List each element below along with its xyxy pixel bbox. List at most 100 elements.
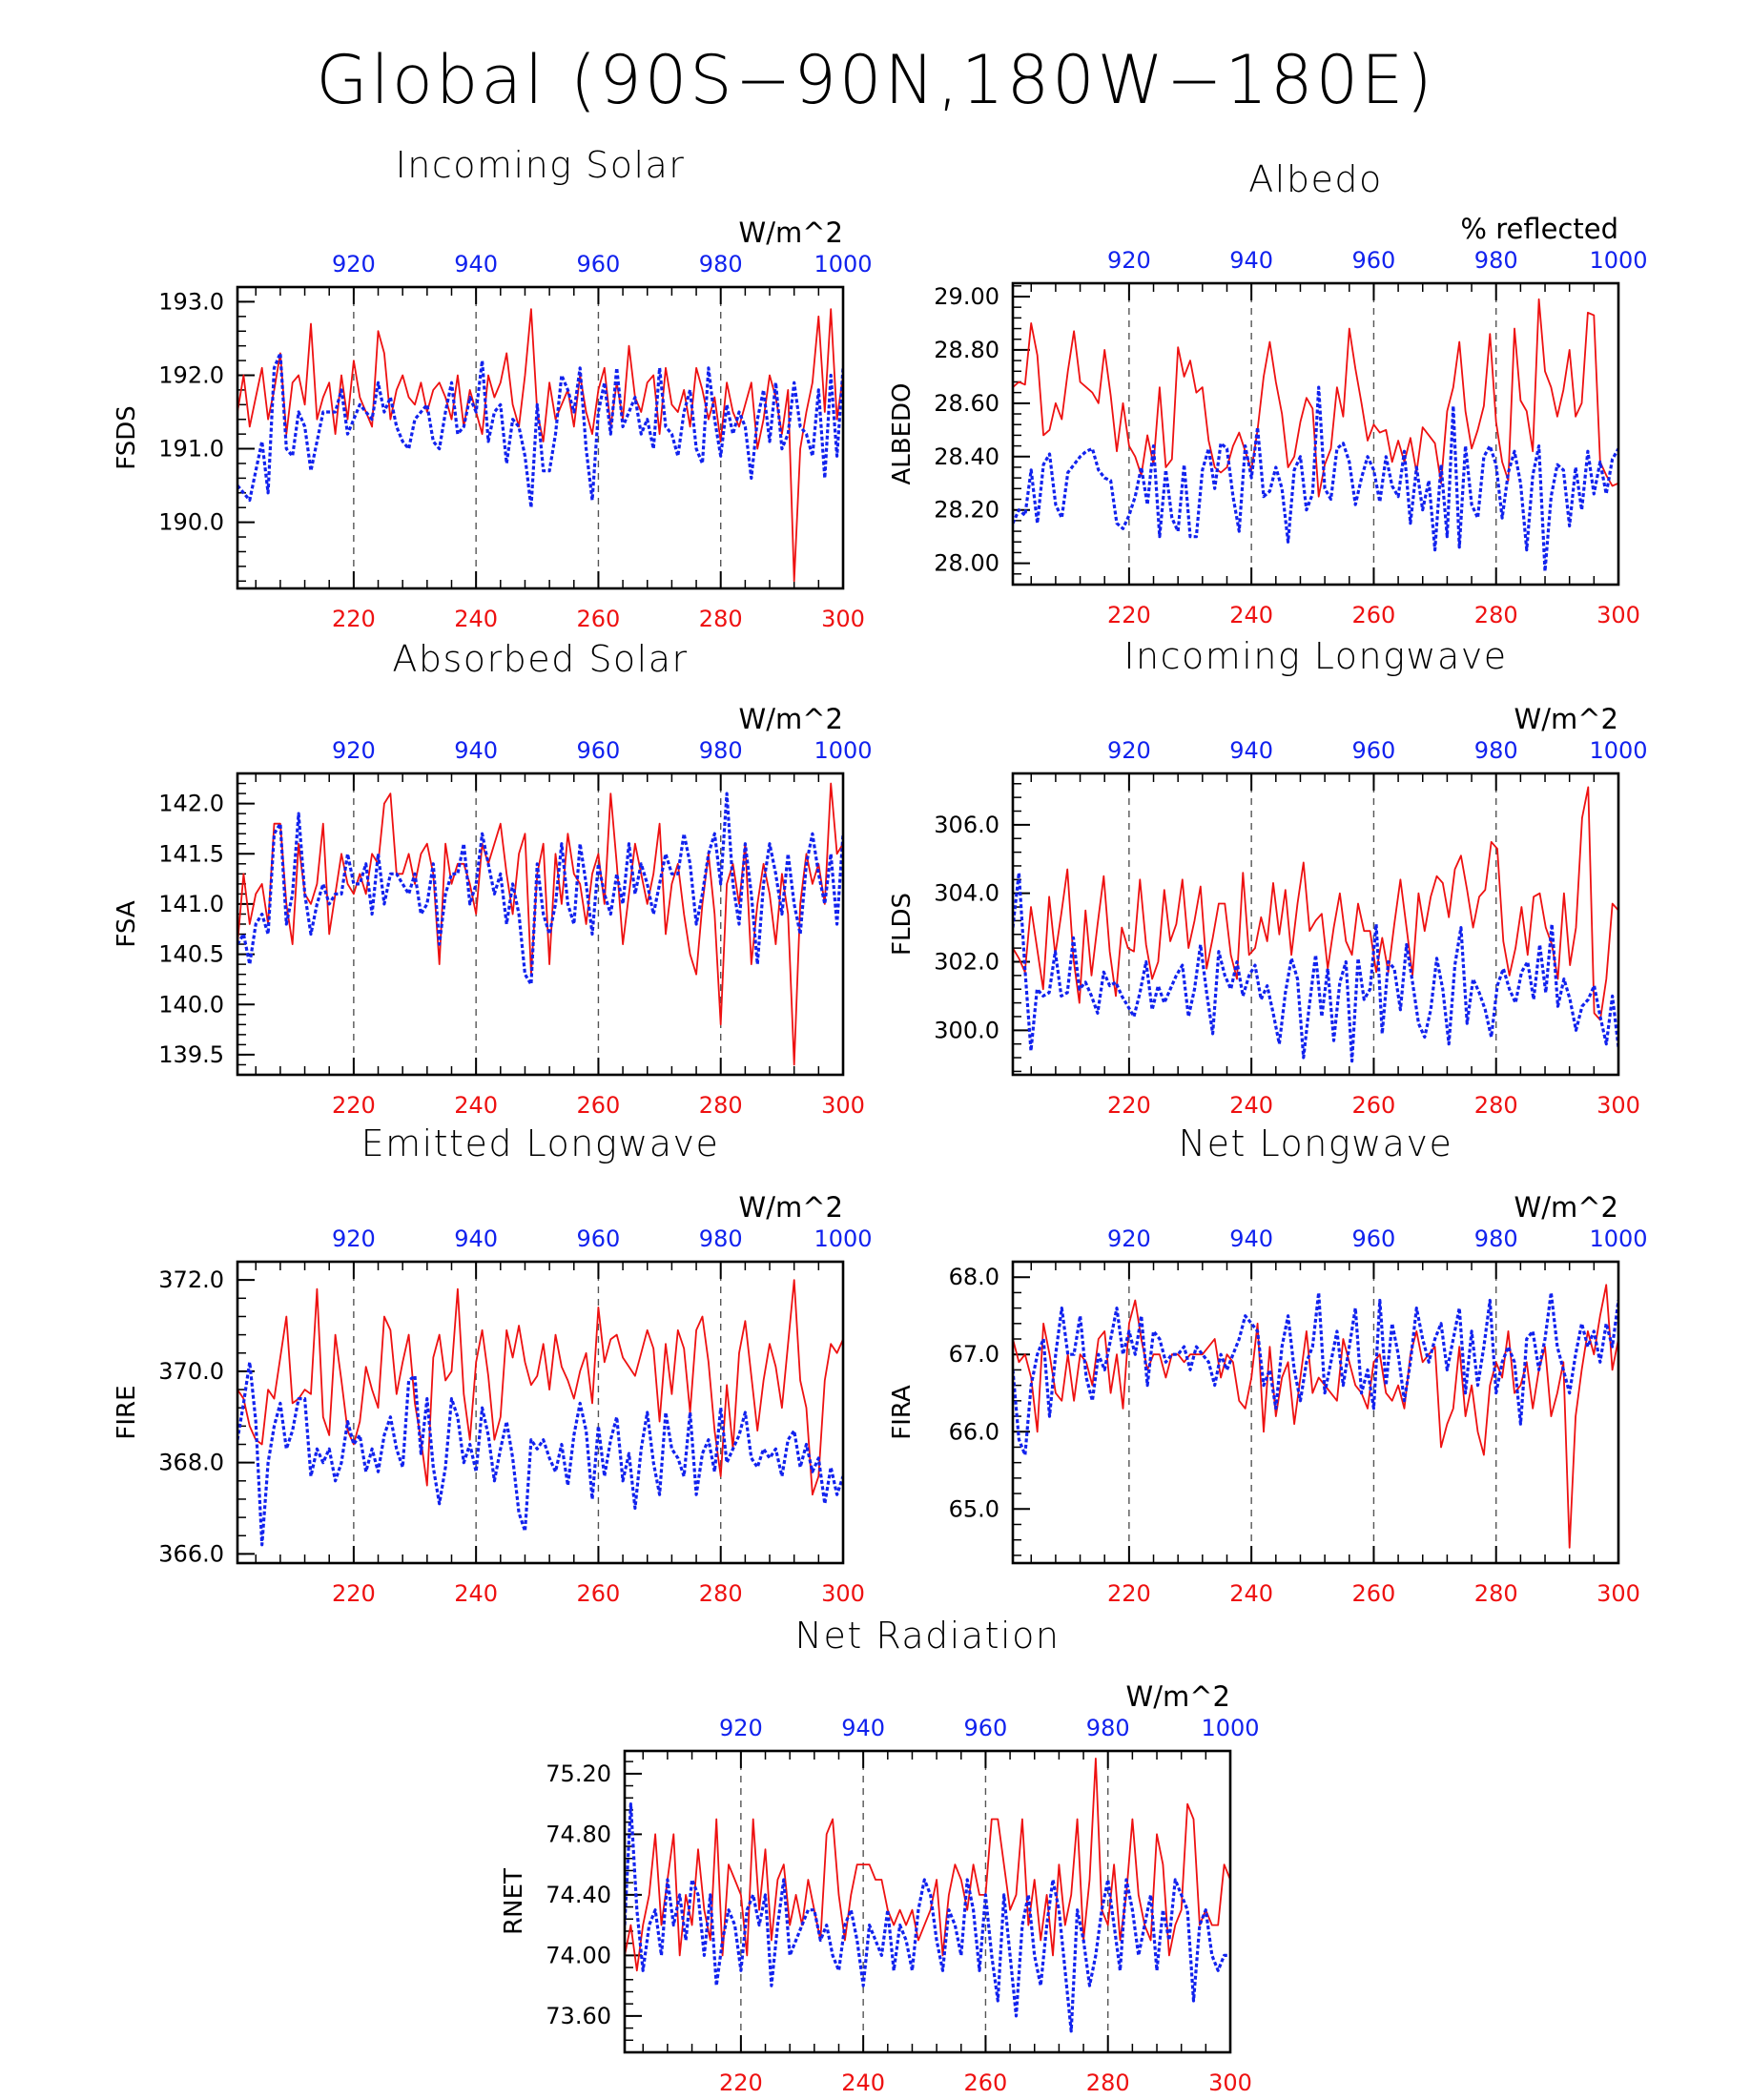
x-top-tick-label: 920	[332, 251, 376, 278]
x-top-tick-label: 980	[1474, 737, 1518, 764]
x-top-tick-label: 960	[1352, 1225, 1396, 1252]
x-top-tick-label: 1000	[1201, 1715, 1259, 1741]
x-bottom-tick-label: 300	[821, 1580, 865, 1607]
series-line-blue	[237, 351, 843, 509]
units-label: W/m^2	[739, 216, 843, 249]
x-bottom-tick-label: 240	[454, 606, 498, 632]
x-bottom-tick-label: 300	[1208, 2069, 1252, 2096]
x-bottom-tick-label: 220	[1107, 1092, 1151, 1119]
x-bottom-tick-label: 220	[332, 1092, 376, 1119]
plot-frame	[623, 1749, 1232, 2054]
x-bottom-tick-label: 240	[1229, 602, 1273, 628]
x-bottom-tick-label: 280	[1086, 2069, 1130, 2096]
y-tick-label: 28.40	[934, 443, 999, 470]
x-top-tick-label: 980	[1474, 1225, 1518, 1252]
x-bottom-tick-label: 280	[699, 606, 743, 632]
x-top-tick-label: 940	[1229, 1225, 1273, 1252]
plot-frame	[236, 772, 845, 1077]
y-tick-label: 366.0	[158, 1540, 224, 1567]
x-top-tick-label: 920	[1107, 737, 1151, 764]
y-tick-label: 140.5	[158, 941, 224, 968]
x-top-tick-label: 960	[577, 1225, 621, 1252]
x-top-tick-label: 1000	[1589, 737, 1647, 764]
x-top-tick-label: 980	[1086, 1715, 1130, 1741]
y-tick-label: 66.0	[949, 1418, 999, 1445]
plot-frame	[236, 285, 845, 590]
x-top-tick-label: 920	[719, 1715, 763, 1741]
chart-panel-fsa: Absorbed Solar W/m^2 220 240 260 280 300 920 940…	[113, 638, 873, 1119]
x-top-tick-label: 960	[577, 251, 621, 278]
x-bottom-tick-label: 220	[1107, 1580, 1151, 1607]
y-tick-label: 67.0	[949, 1341, 999, 1368]
y-tick-label: 28.80	[934, 337, 999, 363]
series-line-red	[1013, 786, 1618, 1021]
series-line-blue	[237, 1360, 843, 1547]
y-axis-label: FIRE	[113, 1385, 141, 1439]
y-axis-label: ALBEDO	[888, 382, 917, 484]
y-tick-label: 28.60	[934, 390, 999, 417]
x-bottom-tick-label: 260	[1352, 1580, 1396, 1607]
y-tick-label: 74.40	[546, 1882, 611, 1908]
plot-frame	[1011, 1260, 1620, 1565]
x-bottom-tick-label: 220	[1107, 602, 1151, 628]
x-top-tick-label: 1000	[814, 1225, 872, 1252]
y-tick-label: 28.00	[934, 550, 999, 577]
x-bottom-tick-label: 240	[1229, 1580, 1273, 1607]
x-top-tick-label: 960	[1352, 737, 1396, 764]
x-bottom-tick-label: 260	[1352, 1092, 1396, 1119]
x-bottom-tick-label: 260	[1352, 602, 1396, 628]
series-line-red	[237, 782, 843, 1066]
x-bottom-tick-label: 300	[1596, 1092, 1640, 1119]
y-tick-label: 68.0	[949, 1264, 999, 1290]
x-top-tick-label: 920	[1107, 247, 1151, 274]
panel-title: Albedo	[1248, 158, 1382, 200]
series-line-red	[1013, 1284, 1618, 1549]
units-label: % reflected	[1460, 213, 1618, 245]
series-line-blue	[1013, 871, 1618, 1063]
chart-panel-fira: Net Longwave W/m^2 220 240 260 280 300 920 940 96…	[888, 1122, 1648, 1607]
y-tick-label: 75.20	[546, 1760, 611, 1787]
x-top-tick-label: 980	[1474, 247, 1518, 274]
y-axis-label: FSA	[113, 900, 141, 947]
panel-title: Net Radiation	[795, 1615, 1061, 1657]
x-top-tick-label: 980	[699, 251, 743, 278]
x-top-tick-label: 980	[699, 1225, 743, 1252]
x-top-tick-label: 920	[332, 737, 376, 764]
y-axis-label: FLDS	[888, 893, 917, 956]
units-label: W/m^2	[1126, 1680, 1230, 1713]
x-bottom-tick-label: 260	[577, 1580, 621, 1607]
x-bottom-tick-label: 260	[577, 1092, 621, 1119]
x-top-tick-label: 960	[1352, 247, 1396, 274]
x-bottom-tick-label: 280	[1474, 602, 1518, 628]
y-tick-label: 74.80	[546, 1821, 611, 1847]
y-tick-label: 370.0	[158, 1358, 224, 1385]
x-top-tick-label: 920	[332, 1225, 376, 1252]
y-tick-label: 193.0	[158, 288, 224, 315]
chart-panel-rnet: Net Radiation W/m^2 220 240 260 280 300 920 940 9…	[500, 1615, 1260, 2096]
x-bottom-tick-label: 300	[1596, 1580, 1640, 1607]
x-top-tick-label: 940	[454, 1225, 498, 1252]
x-top-tick-label: 1000	[1589, 247, 1647, 274]
figure-title: Global (90S−90N,180W−180E)	[316, 41, 1434, 119]
y-tick-label: 300.0	[934, 1017, 999, 1043]
chart-panel-albedo: Albedo % reflected 220 240 260 280 300 920 940 96…	[888, 158, 1648, 628]
y-tick-label: 142.0	[158, 791, 224, 817]
x-bottom-tick-label: 280	[699, 1580, 743, 1607]
y-tick-label: 139.5	[158, 1041, 224, 1068]
y-tick-label: 304.0	[934, 880, 999, 907]
plot-frame	[1011, 772, 1620, 1077]
y-tick-label: 306.0	[934, 812, 999, 838]
chart-panel-fire: Emitted Longwave W/m^2 220 240 260 280 300 920 9…	[113, 1122, 873, 1607]
x-bottom-tick-label: 300	[821, 606, 865, 632]
series-line-red	[625, 1758, 1230, 1972]
x-top-tick-label: 940	[1229, 737, 1273, 764]
x-top-tick-label: 1000	[814, 737, 872, 764]
x-bottom-tick-label: 220	[332, 1580, 376, 1607]
y-tick-label: 302.0	[934, 949, 999, 976]
y-tick-label: 140.0	[158, 991, 224, 1018]
x-top-tick-label: 920	[1107, 1225, 1151, 1252]
panel-title: Incoming Longwave	[1123, 635, 1507, 677]
y-tick-label: 141.5	[158, 840, 224, 867]
panel-title: Absorbed Solar	[392, 638, 688, 680]
